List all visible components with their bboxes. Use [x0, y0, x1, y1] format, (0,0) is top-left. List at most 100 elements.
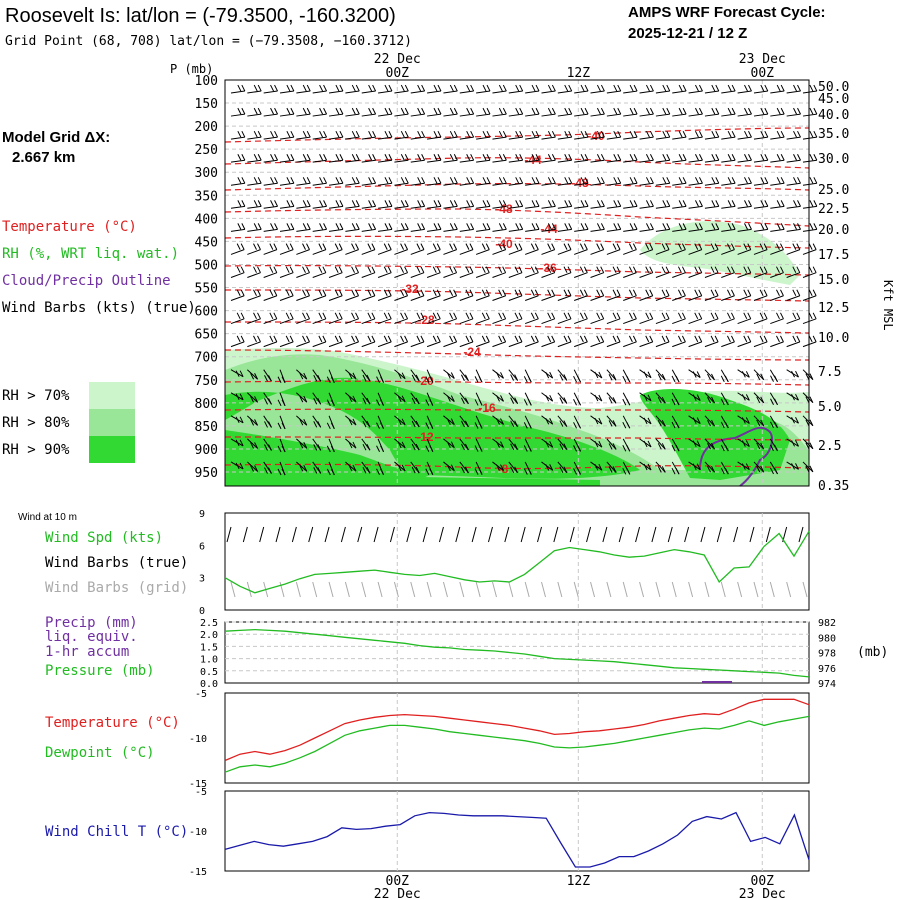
wind-barb [737, 243, 752, 255]
wind-barb [639, 312, 654, 325]
wind-barb [704, 154, 720, 163]
wind-barb [394, 223, 409, 232]
wind-barb [655, 461, 666, 473]
wind-barb [443, 243, 458, 255]
wind-barb [443, 415, 455, 426]
wind-barb [541, 312, 556, 325]
pressure-tick-label: 450 [195, 235, 218, 250]
wind-barb [655, 84, 671, 94]
wind-barb [525, 177, 540, 186]
wind-barb [230, 438, 244, 447]
wind-barb [704, 243, 719, 255]
wind-barb [574, 312, 588, 325]
wind-barb [720, 392, 729, 406]
wind-barb [802, 154, 818, 163]
wind-barb [376, 392, 385, 406]
wind-barb [786, 312, 801, 325]
wind-barb [737, 200, 752, 209]
wind-barb [671, 369, 680, 383]
wind-barb [443, 335, 458, 348]
surface-wind-barb [488, 526, 493, 543]
wind-barb [704, 200, 720, 209]
wind-barb [345, 177, 360, 186]
wind-barb [492, 130, 507, 140]
wind-barb [786, 223, 801, 232]
wind-barb [541, 130, 556, 140]
wind-barb [688, 266, 703, 278]
wind-barb [557, 200, 573, 209]
wind-barb [753, 177, 769, 186]
panel-frame [224, 512, 810, 611]
wind-barb [557, 289, 572, 301]
wind-barb [753, 392, 765, 404]
grid-wind-barb [361, 581, 367, 598]
wind-barb [296, 312, 310, 325]
wind-barb [639, 154, 654, 163]
wind-barb [263, 438, 272, 451]
wind-series-label: Wind Barbs (grid) [45, 580, 188, 596]
wind-barb [394, 392, 406, 403]
surface-wind-barb [765, 526, 771, 543]
wind-barb [721, 177, 736, 186]
wind-barb [508, 130, 524, 140]
wind-barb [378, 84, 393, 94]
wind-barb [704, 177, 720, 186]
time-tick-top: 12Z [567, 66, 591, 81]
wind-barb [769, 392, 778, 406]
wind-barb [427, 130, 442, 140]
wind-barb [263, 223, 278, 232]
wind-barb [345, 223, 360, 232]
wind-barb [704, 438, 715, 450]
wind-barb [688, 312, 703, 325]
grid-wind-barb [737, 581, 743, 598]
wind-barb [525, 84, 540, 94]
height-tick-label: 17.5 [818, 248, 849, 263]
wind-barb [263, 177, 278, 186]
wind-barb [443, 84, 458, 94]
wind-barb [410, 369, 420, 382]
wind-barb [623, 200, 638, 209]
wind-barb [786, 461, 799, 470]
precip-ytick: 2.5 [200, 618, 218, 629]
wind-barb [345, 130, 360, 140]
wind-barb [492, 289, 507, 301]
wind-barb [312, 84, 328, 94]
pressure-tick-label: 300 [195, 166, 218, 181]
wind-barb [541, 392, 554, 402]
wind-barb [425, 415, 434, 429]
wind-barb [655, 200, 671, 209]
wind-barb [279, 243, 294, 255]
pressure-tick-label: 900 [195, 443, 218, 458]
wind-barb [247, 266, 261, 278]
wind-barb [737, 392, 750, 401]
grid-wind-barb [688, 581, 694, 598]
rh-legend-swatch [89, 436, 135, 463]
wind-barb [312, 438, 322, 451]
wind-barb [704, 312, 719, 325]
wind-barb [378, 223, 393, 232]
wind-barb [574, 289, 588, 301]
time-tick-bottom: 12Z [567, 874, 591, 889]
wind-barb [361, 289, 376, 301]
wind-barb [394, 461, 406, 472]
wind-barb [639, 438, 652, 448]
wind-barb [574, 177, 589, 186]
wind-barb [394, 415, 406, 426]
wind-barb [394, 177, 409, 186]
grid-wind-barb [426, 581, 432, 598]
precip-bar [702, 681, 732, 683]
grid-wind-barb [246, 581, 252, 598]
grid-wind-barb [230, 581, 236, 598]
wind-barb [312, 130, 328, 140]
pressure-tick-label: 400 [195, 212, 218, 227]
rh90-region [225, 377, 640, 486]
wind-barb [672, 289, 686, 301]
wind-barb [443, 369, 455, 379]
wind-barb [590, 312, 605, 325]
wind-barb [361, 438, 371, 451]
wind-barb [410, 200, 426, 209]
wind-barb [557, 84, 573, 94]
model-grid-value: 2.667 km [12, 149, 75, 166]
rh90-region-low [290, 463, 430, 484]
temp-ytick: -10 [189, 734, 207, 745]
